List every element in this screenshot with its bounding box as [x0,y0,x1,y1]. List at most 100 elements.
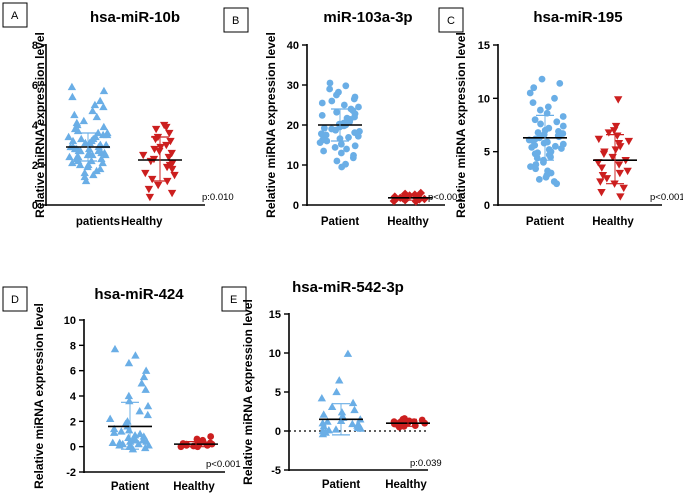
y-tick-label: 0 [484,200,490,212]
data-point-0-10 [135,407,144,415]
data-point-0-18 [117,427,126,435]
y-tick-label: 2 [70,416,76,428]
data-point-0-21 [77,134,86,143]
data-point-1-1 [611,122,621,131]
data-point-0-0 [343,349,353,357]
data-point-0-60 [89,170,98,179]
chart-title: hsa-miR-10b [90,9,180,26]
data-point-1-8 [616,143,625,151]
y-tick-label: 4 [70,391,77,403]
p-value-label: p<0.001 [650,192,683,203]
data-point-0-30 [551,142,559,150]
data-point-0-7 [124,391,134,400]
x-category-label: Healthy [385,479,427,491]
data-point-0-53 [98,158,107,167]
data-point-0-1 [556,80,564,87]
data-point-1-10 [203,442,211,449]
data-point-1-9 [150,145,159,154]
x-category-label: Healthy [592,216,634,228]
y-tick-label: 15 [478,40,490,52]
data-point-0-8 [92,112,102,121]
data-point-0-19 [109,428,119,436]
p-value-label: p<0.001 [428,192,463,203]
y-tick-label: 0 [293,200,299,212]
data-point-0-2 [124,358,134,367]
series-healthy [594,96,634,201]
data-point-0-48 [542,173,550,181]
data-point-1-2 [609,127,619,135]
data-point-0-27 [540,139,548,147]
data-point-0-22 [331,425,341,433]
data-point-0-2 [530,84,538,92]
data-point-1-24 [153,181,163,190]
data-point-0-18 [98,130,108,139]
data-point-1-12 [139,151,148,160]
chart-title: hsa-miR-195 [533,9,622,26]
series-healthy [139,121,179,202]
data-point-0-9 [79,116,89,125]
data-point-0-43 [527,163,534,171]
data-point-0-2 [332,387,341,396]
data-point-1-0 [613,96,623,104]
data-point-0-3 [141,366,151,374]
data-point-0-37 [323,137,331,145]
data-point-0-37 [141,443,150,452]
series-patient [525,75,567,188]
data-point-0-13 [559,122,567,130]
y-tick-label: 40 [287,40,299,52]
data-point-1-0 [416,188,425,198]
x-category-label: Healthy [121,216,163,228]
panel-letter-box [221,286,247,312]
data-point-1-5 [594,135,604,144]
data-point-0-3 [317,394,327,402]
data-point-1-9 [611,146,620,154]
data-point-0-0 [538,75,546,83]
panel-letter-box [438,7,464,33]
data-point-1-17 [623,167,632,176]
data-point-0-52 [68,158,77,167]
data-point-0-4 [551,94,558,102]
x-category-label: Patient [322,479,361,491]
data-point-0-17 [124,426,134,434]
y-tick-label: 5 [484,147,490,159]
data-point-1-21 [170,171,179,180]
x-category-label: Patient [321,216,360,228]
data-point-0-15 [348,419,357,428]
data-point-0-0 [67,82,77,91]
data-point-0-21 [555,133,563,141]
data-point-0-44 [532,165,540,173]
data-point-0-40 [351,142,359,150]
data-point-0-7 [328,97,336,105]
data-point-0-38 [76,146,85,155]
data-point-0-22 [139,432,149,440]
data-point-0-5 [327,402,337,410]
data-point-1-1 [162,123,171,132]
data-point-0-61 [80,172,89,181]
data-point-0-58 [92,166,101,175]
y-tick-label: 0 [70,442,76,454]
data-point-0-1 [99,86,109,95]
data-point-1-24 [597,189,606,197]
y-tick-label: -5 [271,465,281,477]
panel-letter: A [11,10,19,22]
data-point-0-12 [537,120,544,128]
data-point-0-6 [350,95,358,103]
data-point-0-10 [531,116,539,124]
y-tick-label: 6 [32,80,38,92]
data-point-0-2 [68,92,77,101]
data-point-1-14 [594,159,603,167]
data-point-1-26 [167,189,177,198]
data-point-1-27 [145,193,155,202]
panel-letter: C [447,15,455,27]
data-point-1-23 [619,184,628,193]
data-point-1-20 [141,169,150,178]
x-category-label: patients [76,216,120,228]
panel-letter: E [230,294,237,306]
data-point-0-6 [544,103,552,111]
data-point-0-4 [348,398,358,407]
data-point-1-20 [602,175,612,183]
data-point-0-8 [318,99,326,107]
